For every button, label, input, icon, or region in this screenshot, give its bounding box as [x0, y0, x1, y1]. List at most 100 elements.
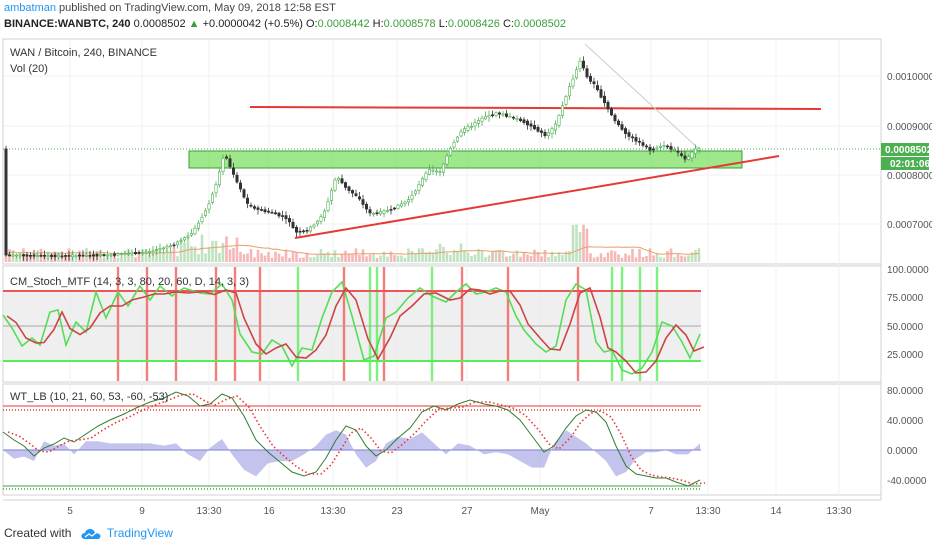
- candle-body: [448, 147, 452, 156]
- volume-bar: [466, 252, 470, 262]
- volume-bar: [407, 248, 410, 262]
- volume-bar: [221, 242, 225, 262]
- candle-body: [326, 201, 330, 211]
- volume-bar: [4, 255, 8, 262]
- volume-bar: [330, 256, 333, 262]
- candle-body: [585, 68, 589, 78]
- candle-body: [427, 169, 431, 175]
- candle-body: [172, 244, 176, 247]
- stoch-tick-1: 100.0000: [887, 265, 929, 276]
- candle-body: [137, 252, 141, 254]
- volume-bar: [536, 252, 540, 262]
- candle-body: [273, 212, 277, 215]
- candle-body: [239, 182, 243, 190]
- candle-body: [606, 101, 610, 110]
- volume-bar: [652, 255, 655, 262]
- volume-bar: [473, 254, 477, 262]
- volume-bar: [624, 253, 627, 262]
- close-value: 0.0008502: [513, 18, 566, 30]
- candle-body: [462, 128, 466, 133]
- volume-bar: [631, 248, 634, 262]
- stoch-buy-bar: [620, 267, 624, 381]
- created-with-label: Created with: [4, 526, 72, 540]
- candle-body: [169, 245, 173, 248]
- publish-header: ambatman published on TradingView.com, M…: [4, 2, 336, 14]
- candle-body: [637, 141, 641, 143]
- candle-body: [581, 60, 585, 69]
- volume-bar: [396, 255, 400, 262]
- candle-body: [609, 108, 613, 116]
- volume-bar: [183, 243, 186, 262]
- high-value: 0.0008578: [383, 18, 436, 30]
- candle-body: [315, 220, 319, 225]
- candle-body: [490, 114, 494, 117]
- stoch-sell-bar: [233, 267, 237, 381]
- stoch-sell-bar: [460, 267, 464, 381]
- candle-body: [655, 147, 659, 150]
- volume-bar: [134, 257, 137, 262]
- time-tick-label: 23: [391, 506, 403, 517]
- candle-body: [406, 199, 410, 203]
- volume-bar: [274, 251, 277, 262]
- volume-bar: [246, 253, 249, 262]
- volume-bar: [337, 256, 340, 262]
- volume-bar: [295, 252, 298, 262]
- volume-bar: [662, 257, 666, 262]
- candle-body: [452, 142, 456, 148]
- volume-bar: [235, 237, 239, 262]
- volume-bar: [526, 254, 529, 262]
- candle-body: [560, 105, 564, 116]
- wt-tick-2: 40.0000: [887, 416, 924, 427]
- volume-bar: [547, 257, 550, 262]
- volume-bar: [197, 254, 200, 262]
- candle-body: [347, 186, 351, 191]
- volume-bar: [169, 250, 172, 262]
- candle-body: [25, 254, 29, 257]
- candle-body: [144, 251, 148, 254]
- volume-bar: [165, 250, 169, 262]
- candle-body: [595, 85, 599, 91]
- time-axis: 5 9 13:30 16 13:30 23 27 May 7 13:30 14 13:30: [67, 506, 852, 517]
- price-tick-4: 0.0007000: [887, 220, 932, 231]
- volume-bar: [610, 250, 613, 262]
- volume-bar: [228, 249, 232, 262]
- candle-body: [249, 204, 253, 207]
- candle-body: [532, 125, 536, 130]
- volume-bar: [410, 250, 414, 262]
- candle-body: [515, 118, 519, 120]
- volume-bar: [298, 257, 302, 262]
- author-link[interactable]: ambatman: [4, 2, 56, 14]
- candle-body: [8, 254, 12, 257]
- candle-body: [95, 254, 99, 257]
- candle-body: [88, 255, 92, 257]
- candle-body: [683, 155, 687, 160]
- candle-body: [613, 114, 617, 122]
- candle-body: [235, 174, 239, 183]
- volume-bar: [176, 256, 179, 262]
- time-tick-label: 13:30: [196, 506, 221, 517]
- volume-bar: [508, 255, 512, 262]
- candle-body: [81, 254, 85, 257]
- volume-bar: [284, 249, 288, 262]
- candle-body: [665, 145, 669, 148]
- volume-bar: [533, 249, 536, 262]
- candle-body: [399, 203, 403, 207]
- candle-body: [85, 254, 89, 257]
- volume-bar: [659, 257, 662, 262]
- stoch-tick-3: 50.0000: [887, 322, 924, 333]
- volume-bar: [50, 257, 53, 262]
- footer: Created with TradingView: [4, 526, 173, 540]
- brand-link[interactable]: TradingView: [106, 526, 173, 540]
- candle-body: [18, 254, 22, 257]
- candle-body: [155, 249, 159, 252]
- candle-body: [183, 237, 187, 241]
- candle-body: [301, 230, 305, 233]
- candle-body: [127, 253, 131, 255]
- volume-bar: [414, 252, 417, 262]
- candle-body: [99, 254, 103, 257]
- candle-body: [294, 226, 298, 233]
- candle-body: [350, 190, 354, 194]
- volume-bar: [270, 257, 274, 262]
- volume-bar: [144, 249, 148, 262]
